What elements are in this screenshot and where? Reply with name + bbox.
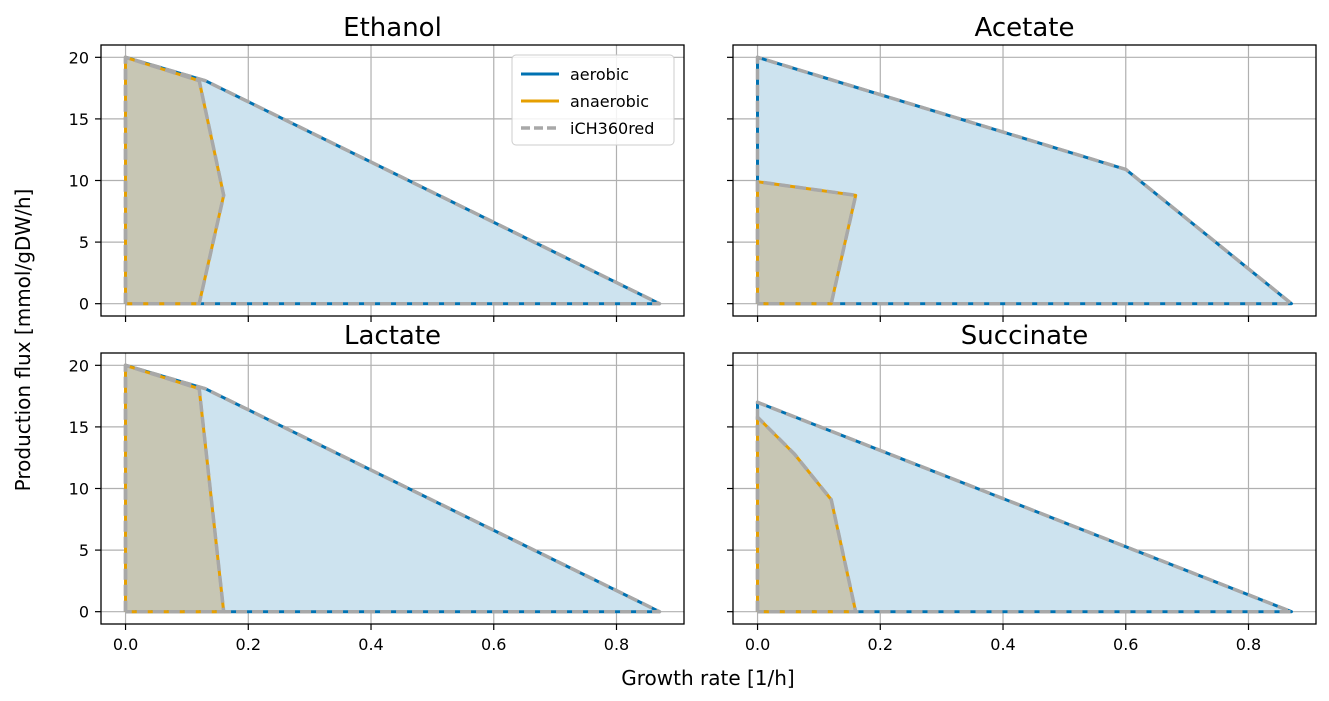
x-tick-label: 0.6 (1113, 635, 1138, 654)
panel-lactate: 0.0 0.2 0.4 0.6 0.8 0 5 10 15 20 Lactate (69, 321, 685, 654)
figure-ylabel: Production flux [mmol/gDW/h] (11, 189, 35, 492)
x-tick-label: 0.2 (868, 635, 893, 654)
y-tick-label: 5 (79, 541, 89, 560)
y-tick-label: 15 (69, 418, 89, 437)
legend-box (511, 54, 675, 146)
aerobic-region (125, 365, 660, 612)
legend-label: aerobic (570, 65, 629, 84)
y-tick-label: 10 (69, 172, 89, 191)
plot-area (755, 400, 1294, 614)
y-tick-label: 5 (79, 233, 89, 252)
iCH360red-anaerobic-line (123, 55, 226, 306)
y-tick-label: 10 (69, 480, 89, 499)
anaerobic-region (757, 181, 856, 304)
aerobic-region (757, 57, 1292, 304)
figure-xlabel: Growth rate [1/h] (621, 666, 794, 690)
chart-panels: 0 5 10 15 20 Ethanol Acetate 0.0 0.2 0.4 0.6 0.8 0 5 1… (69, 13, 1317, 654)
anaerobic-region (757, 417, 856, 612)
x-tick-label: 0.0 (745, 635, 770, 654)
legend: aerobic anaerobic iCH360red (511, 54, 675, 146)
iCH360red-anaerobic-line (123, 363, 226, 614)
x-tick-label: 0.2 (236, 635, 261, 654)
iCH360red-anaerobic-line (755, 415, 858, 614)
panel-acetate: Acetate (727, 13, 1317, 322)
legend-label: iCH360red (570, 119, 654, 138)
plot-area (123, 55, 662, 306)
y-tick-label: 0 (79, 603, 89, 622)
anaerobic-region (125, 57, 224, 304)
x-tick-label: 0.8 (604, 635, 629, 654)
x-tick-label: 0.4 (358, 635, 383, 654)
plot-area (123, 363, 662, 614)
x-tick-label: 0.4 (990, 635, 1015, 654)
aerobic-region (125, 57, 660, 304)
panel-succinate: 0.0 0.2 0.4 0.6 0.8 Succinate (727, 321, 1317, 654)
y-tick-label: 0 (79, 295, 89, 314)
x-tick-label: 0.6 (481, 635, 506, 654)
iCH360red-anaerobic-line (755, 179, 858, 306)
legend-label: anaerobic (570, 92, 649, 111)
panel-title: Ethanol (343, 13, 442, 43)
panel-ethanol: 0 5 10 15 20 Ethanol (69, 13, 685, 322)
y-tick-label: 20 (69, 356, 89, 375)
iCH360red-aerobic-line (755, 55, 1294, 306)
x-tick-label: 0.8 (1236, 635, 1261, 654)
y-tick-label: 15 (69, 110, 89, 129)
y-tick-label: 20 (69, 48, 89, 67)
plot-area (755, 55, 1294, 306)
panel-title: Acetate (975, 13, 1075, 43)
x-tick-label: 0.0 (113, 635, 138, 654)
panel-title: Lactate (344, 321, 441, 351)
panel-title: Succinate (961, 321, 1088, 351)
anaerobic-region (125, 365, 224, 612)
